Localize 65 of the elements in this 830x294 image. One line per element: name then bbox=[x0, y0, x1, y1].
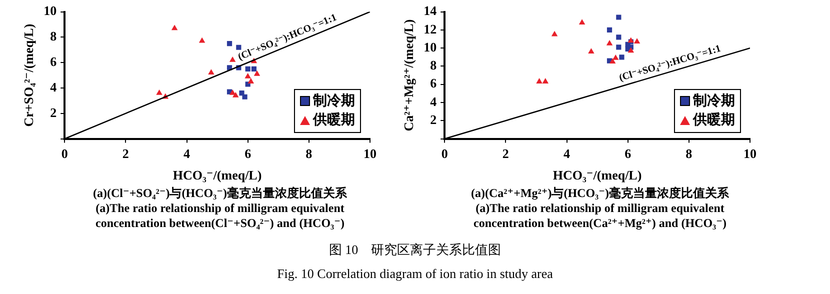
point bbox=[536, 78, 542, 84]
y-tick-label: 6 bbox=[430, 76, 438, 91]
x-tick-label: 4 bbox=[184, 146, 191, 161]
x-tick-label: 10 bbox=[744, 146, 756, 161]
x-tick-label: 10 bbox=[364, 146, 376, 161]
point bbox=[239, 90, 244, 96]
point bbox=[198, 37, 206, 43]
x-tick-label: 6 bbox=[624, 146, 632, 161]
point bbox=[616, 34, 622, 40]
y-tick-label: 4 bbox=[50, 79, 58, 94]
point bbox=[208, 69, 214, 75]
y-tick-label: 14 bbox=[424, 3, 438, 18]
point bbox=[606, 40, 613, 46]
point bbox=[229, 56, 236, 62]
point bbox=[612, 54, 619, 60]
y-tick-label: 4 bbox=[430, 94, 438, 109]
x-tick-label: 6 bbox=[244, 146, 252, 161]
x-tick-label: 0 bbox=[61, 146, 68, 161]
point bbox=[242, 94, 248, 100]
x-tick-label: 0 bbox=[441, 146, 448, 161]
y-axis-title: Cr+SO₄²⁻/(meq/L) bbox=[21, 24, 36, 127]
point bbox=[229, 89, 236, 95]
point bbox=[156, 89, 162, 95]
x-axis-title: HCO₃⁻/(meq/L) bbox=[172, 168, 262, 183]
y-tick-label: 6 bbox=[50, 54, 58, 69]
legend-label: 供暖期 bbox=[693, 111, 735, 130]
point bbox=[171, 24, 178, 30]
point bbox=[551, 30, 558, 36]
x-tick-label: 4 bbox=[564, 146, 571, 161]
y-tick-label: 2 bbox=[430, 112, 437, 128]
caption: 图 10 研究区离子关系比值图 bbox=[328, 241, 502, 259]
point bbox=[244, 72, 251, 78]
x-tick-label: 8 bbox=[306, 146, 313, 161]
y-tick-label: 8 bbox=[50, 28, 58, 44]
point bbox=[606, 27, 612, 32]
x-tick-label: 8 bbox=[686, 146, 693, 161]
x-tick-label: 2 bbox=[122, 146, 129, 161]
legend-label: 供暖期 bbox=[313, 111, 355, 130]
x-axis-title: HCO₃⁻/(meq/L) bbox=[552, 168, 642, 183]
point bbox=[588, 48, 594, 54]
point bbox=[254, 70, 260, 76]
point bbox=[542, 78, 548, 84]
y-tick-label: 2 bbox=[50, 104, 57, 120]
point bbox=[609, 58, 616, 64]
point bbox=[232, 92, 239, 98]
text: (a)The ratio relationship of milligram equivalent concentration between(Ca²⁺+Mg²⁺) and (HCO₃⁻) bbox=[472, 201, 728, 231]
point bbox=[251, 66, 256, 72]
x-tick-label: 2 bbox=[502, 146, 509, 161]
text: (a)(Cl⁻+SO₄²⁻)与(HCO₃⁻)毫克当量浓度比值关系 bbox=[92, 186, 348, 201]
y-tick-label: 10 bbox=[44, 3, 57, 18]
y-tick-label: 12 bbox=[424, 21, 437, 36]
legend-label: 制冷期 bbox=[693, 92, 735, 111]
point bbox=[578, 19, 586, 24]
caption: Fig. 10 Correlation diagram of ion ratio in study area bbox=[276, 265, 554, 283]
y-axis-title: Ca²⁺+Mg²⁺/(meq/L) bbox=[401, 19, 416, 132]
y-tick-label: 10 bbox=[424, 39, 437, 54]
y-tick-label: 8 bbox=[430, 58, 438, 73]
point bbox=[248, 78, 254, 84]
text: (a)The ratio relationship of milligram equivalent concentration between(Cl⁻+SO₄²⁻) and (HCO₃⁻) bbox=[94, 201, 346, 231]
legend-label: 制冷期 bbox=[313, 92, 355, 111]
point bbox=[245, 66, 250, 72]
text: (a)(Ca²⁺+Mg²⁺)与(HCO₃⁻)毫克当量浓度比值关系 bbox=[470, 186, 730, 201]
point bbox=[634, 38, 640, 44]
point bbox=[226, 41, 232, 46]
point bbox=[616, 14, 622, 20]
